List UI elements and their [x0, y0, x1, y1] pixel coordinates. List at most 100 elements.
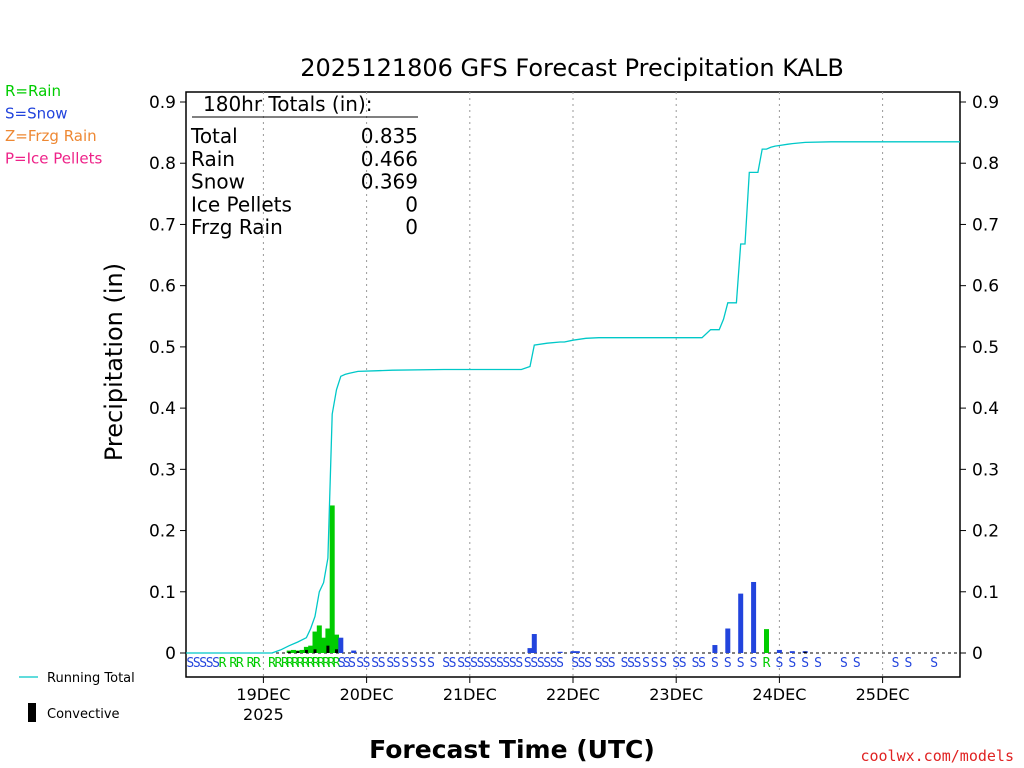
- precip-type-code: S: [537, 656, 545, 671]
- precip-type-code: S: [427, 656, 435, 671]
- precip-type-code: S: [608, 656, 616, 671]
- precip-type-code: S: [853, 656, 861, 671]
- precip-type-code: R: [302, 656, 310, 671]
- convective-bar: [287, 651, 291, 653]
- x-tick-sublabel: 2025: [243, 705, 284, 724]
- precip-type-code: S: [621, 656, 629, 671]
- y-tick-label-right: 0: [972, 644, 983, 664]
- convective-bar: [304, 649, 308, 653]
- precip-bar-rain: [321, 637, 327, 653]
- precip-bar-rain: [334, 634, 339, 653]
- y-tick-label: 0.8: [149, 154, 176, 174]
- x-tick-label: 20DEC: [340, 685, 394, 704]
- precip-type-code: S: [634, 656, 642, 671]
- totals-row-label: Total: [190, 124, 238, 148]
- y-tick-label-right: 0.7: [972, 215, 999, 235]
- legend-entry: R=Rain: [5, 82, 61, 100]
- precip-type-code: R: [286, 656, 294, 671]
- legend-convective: Convective: [47, 707, 120, 722]
- precip-type-code: R: [275, 656, 283, 671]
- precip-type-code: S: [524, 656, 532, 671]
- running-total-series: [186, 141, 960, 654]
- precip-type-code: R: [312, 656, 320, 671]
- precip-type-code: R: [317, 656, 325, 671]
- convective-bars: [287, 645, 807, 653]
- precip-type-code: S: [550, 656, 558, 671]
- precip-type-code: S: [477, 656, 485, 671]
- y-tick-label: 0.4: [149, 399, 176, 419]
- precip-bar-snow: [527, 648, 533, 653]
- precip-type-code: S: [556, 656, 564, 671]
- precip-type-code: S: [419, 656, 427, 671]
- precip-bars: [286, 505, 808, 653]
- precip-type-code: S: [711, 656, 719, 671]
- precip-type-code: S: [651, 656, 659, 671]
- precip-type-code: S: [595, 656, 603, 671]
- precip-type-code: S: [496, 656, 504, 671]
- convective-bar: [313, 649, 317, 653]
- precip-type-code: R: [296, 656, 304, 671]
- precip-type-code: S: [186, 656, 194, 671]
- y-tick-label-right: 0.3: [972, 460, 999, 480]
- precip-type-code: S: [356, 656, 364, 671]
- precip-type-code: R: [763, 656, 771, 671]
- precip-type-code: R: [333, 656, 341, 671]
- totals-row-label: Frzg Rain: [191, 215, 283, 239]
- precip-type-code: S: [698, 656, 706, 671]
- precip-type-code: S: [212, 656, 220, 671]
- precip-type-code: S: [464, 656, 472, 671]
- x-tick-label: 24DEC: [752, 685, 806, 704]
- precip-type-code: R: [327, 656, 335, 671]
- y-tick-label-right: 0.2: [972, 522, 999, 542]
- precip-type-code: S: [442, 656, 450, 671]
- precip-type-code: S: [343, 656, 351, 671]
- y-tick-label-right: 0.6: [972, 277, 999, 297]
- precip-type-code: S: [449, 656, 457, 671]
- totals-row-value: 0.466: [361, 147, 418, 171]
- precip-bar-rain: [329, 505, 335, 653]
- y-axis-left: 0 0.1 0.2 0.3 0.4 0.5 0.6 0.7 0.8 0.9: [149, 93, 186, 664]
- x-axis-label: Forecast Time (UTC): [369, 735, 655, 764]
- legend-entry: S=Snow: [5, 105, 68, 123]
- convective-bar: [803, 651, 807, 653]
- precip-type-code: R: [322, 656, 330, 671]
- precip-type-code: S: [199, 656, 207, 671]
- totals-row-value: 0.835: [361, 124, 418, 148]
- precip-type-code: S: [578, 656, 586, 671]
- precip-bar-snow: [751, 581, 757, 653]
- precip-type-code: S: [627, 656, 635, 671]
- x-tick-label: 22DEC: [546, 685, 600, 704]
- totals-row-label: Snow: [191, 170, 245, 194]
- y-tick-label-right: 0.9: [972, 93, 999, 113]
- precip-bar-snow: [712, 645, 718, 653]
- precip-bar-rain: [316, 625, 322, 653]
- precip-type-code: S: [371, 656, 379, 671]
- convective-swatch: [28, 703, 36, 722]
- y-tick-label: 0.5: [149, 338, 176, 358]
- precip-type-code: S: [543, 656, 551, 671]
- legend-running-total: Running Total: [47, 671, 135, 686]
- y-tick-label: 0: [165, 644, 176, 664]
- totals-box: 180hr Totals (in): Total 0.835 Rain 0.466 Sn…: [190, 92, 418, 239]
- y-tick-label: 0.9: [149, 93, 176, 113]
- totals-row-value: 0: [405, 215, 418, 239]
- precip-type-code: S: [386, 656, 394, 671]
- y-tick-label: 0.1: [149, 583, 176, 603]
- precip-type-code: S: [788, 656, 796, 671]
- series-legend: Running Total Convective: [19, 671, 135, 722]
- precip-bar-rain: [312, 631, 318, 653]
- precip-type-code: S: [378, 656, 386, 671]
- precip-type-code: S: [457, 656, 465, 671]
- precip-type-code: S: [724, 656, 732, 671]
- y-tick-label: 0.3: [149, 460, 176, 480]
- precip-bar-snow: [570, 651, 576, 653]
- totals-row-value: 0: [405, 192, 418, 216]
- y-axis-label: Precipitation (in): [100, 263, 128, 461]
- y-tick-label-right: 0.5: [972, 338, 999, 358]
- precip-type-code: S: [393, 656, 401, 671]
- precip-type-code: S: [642, 656, 650, 671]
- precip-type-code: R: [229, 656, 237, 671]
- precip-bar-rain: [325, 628, 331, 653]
